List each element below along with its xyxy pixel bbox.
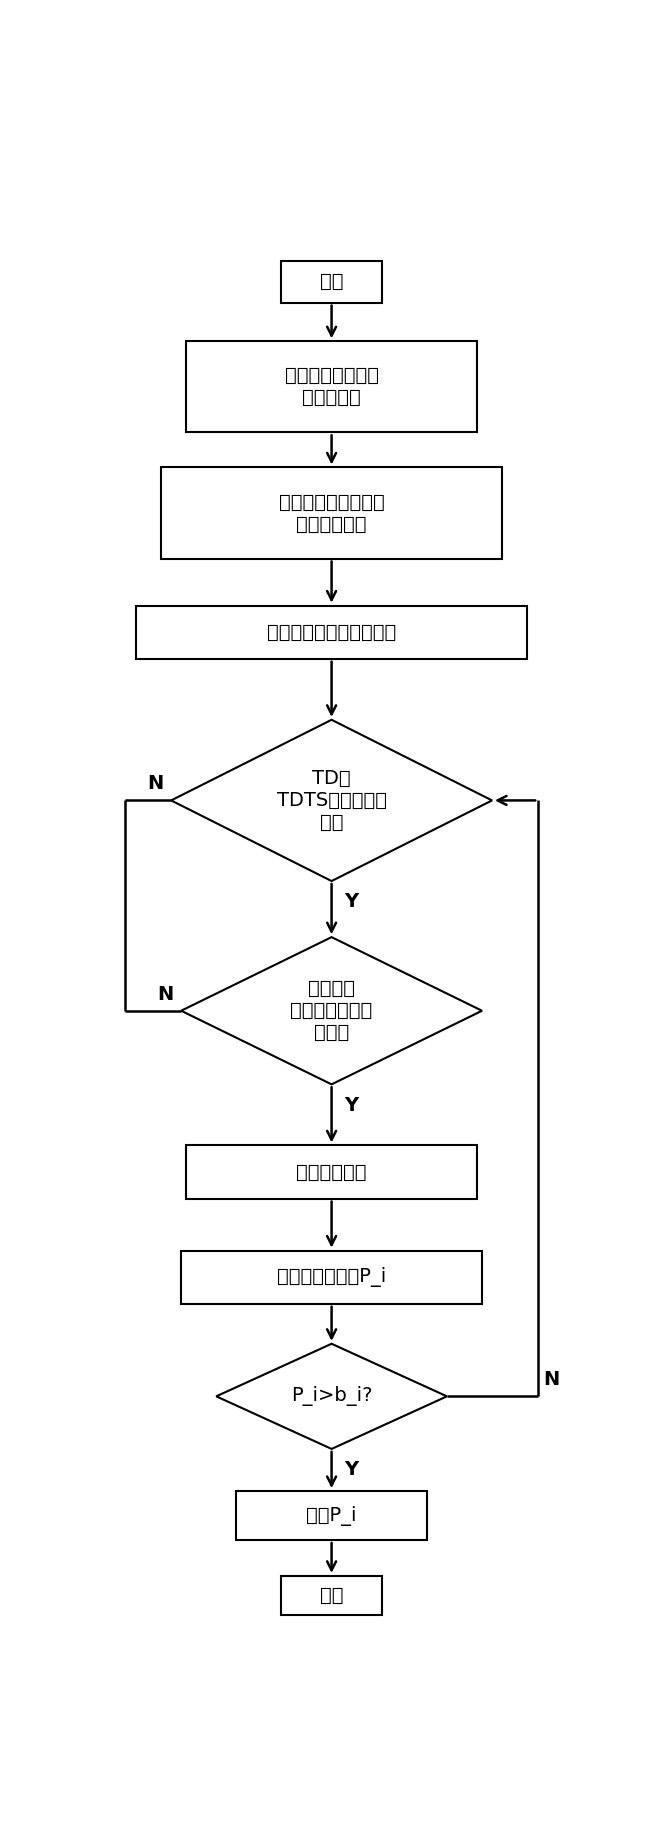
Text: 开始: 开始 <box>320 271 344 291</box>
Text: N: N <box>148 774 164 794</box>
Bar <box>236 1491 427 1541</box>
Text: Y: Y <box>344 1096 358 1114</box>
Text: Y: Y <box>344 1460 358 1479</box>
Text: 相关系数
均小于平均相关
系数？: 相关系数 均小于平均相关 系数？ <box>291 980 373 1042</box>
Bar <box>136 606 527 659</box>
Text: N: N <box>157 985 173 1003</box>
Bar <box>281 1575 382 1615</box>
Text: P_i>b_i?: P_i>b_i? <box>291 1386 372 1406</box>
Polygon shape <box>216 1344 447 1450</box>
Bar <box>281 260 382 302</box>
Text: N: N <box>543 1371 560 1389</box>
Text: 构造分布函数: 构造分布函数 <box>296 1162 367 1182</box>
Bar <box>186 341 477 432</box>
Bar <box>186 1145 477 1198</box>
Bar <box>181 1251 482 1304</box>
Text: 计算各线路超低频介损值: 计算各线路超低频介损值 <box>267 623 396 641</box>
Text: TD、
TDTS超过设定阈
值？: TD、 TDTS超过设定阈 值？ <box>276 768 387 832</box>
Bar <box>161 468 502 559</box>
Polygon shape <box>171 719 492 881</box>
Text: 计算线路首尾两端有
功、无功功率: 计算线路首尾两端有 功、无功功率 <box>279 492 384 534</box>
Text: 结束: 结束 <box>320 1586 344 1604</box>
Text: 输出P_i: 输出P_i <box>306 1506 357 1526</box>
Text: Y: Y <box>344 892 358 910</box>
Text: 求绝缘劣化概率P_i: 求绝缘劣化概率P_i <box>277 1267 386 1287</box>
Text: 在电网中耦合低压
超低频信号: 在电网中耦合低压 超低频信号 <box>285 366 378 408</box>
Polygon shape <box>181 938 482 1083</box>
